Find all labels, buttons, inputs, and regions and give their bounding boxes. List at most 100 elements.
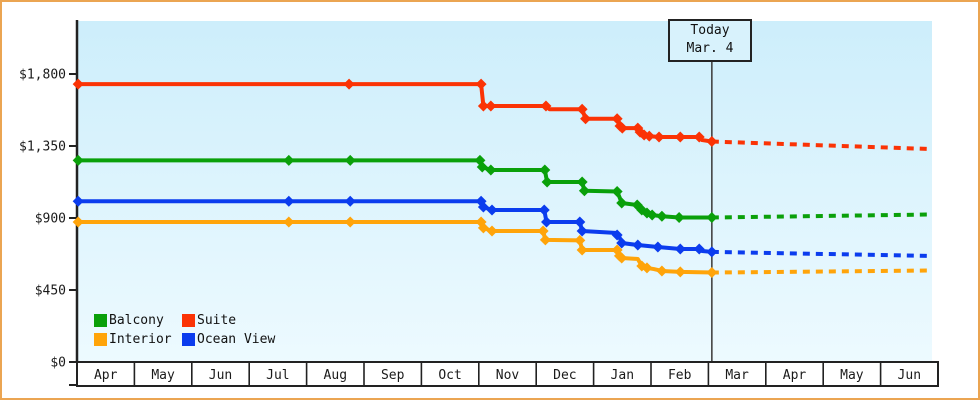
series-marker-balcony [539,164,551,176]
series-marker-balcony [485,164,497,176]
interior-color-swatch [94,333,107,346]
month-label: Nov [496,368,520,383]
series-marker-suite [540,100,552,112]
month-label: Sep [381,368,405,383]
series-marker-suite [72,78,84,90]
series-marker-ocean-view [652,241,664,253]
series-marker-interior [576,244,588,256]
series-marker-ocean-view [693,243,705,255]
series-marker-ocean-view [574,216,586,228]
series-marker-suite [706,136,718,148]
series-marker-suite [643,130,655,142]
series-forecast-ocean-view [711,249,932,258]
series-marker-interior [539,234,551,246]
series-marker-balcony [646,209,658,221]
y-tick-label: $0 [50,356,66,371]
series-forecast-balcony [711,212,932,220]
series-marker-balcony [344,154,356,166]
month-label: Aug [324,368,347,383]
month-label: Oct [438,368,461,383]
month-label: Jul [266,368,289,383]
legend-label: Balcony [109,313,164,328]
y-tick-label: $1,350 [19,140,66,155]
series-marker-ocean-view [477,201,489,213]
y-tick-label: $1,800 [19,68,66,83]
series-marker-interior [537,225,549,237]
series-marker-ocean-view [72,195,84,207]
month-label: Apr [94,368,118,383]
month-label: Jan [611,368,634,383]
series-marker-ocean-view [344,195,356,207]
month-label: Jun [898,368,921,383]
series-marker-interior [486,225,498,237]
month-label: Jun [209,368,232,383]
series-marker-ocean-view [674,243,686,255]
plot-area [78,21,932,362]
y-tick-label: $900 [35,212,66,227]
series-marker-suite [653,131,665,143]
series-marker-interior [656,265,668,277]
chart-legend: Balcony Suite Interior Ocean View [94,313,275,347]
series-marker-balcony [673,212,685,224]
series-marker-ocean-view [541,216,553,228]
series-marker-ocean-view [486,204,498,216]
series-marker-interior [674,266,686,278]
series-marker-suite [485,100,497,112]
today-marker-box: Today Mar. 4 [668,19,752,62]
series-marker-interior [616,252,628,264]
series-marker-interior [574,234,586,246]
ocean-view-color-swatch [182,333,195,346]
series-marker-suite [343,78,355,90]
series-marker-ocean-view [611,229,623,241]
series-marker-interior [706,267,718,279]
series-marker-balcony [576,176,588,188]
legend-item-suite: Suite [182,313,275,328]
series-marker-balcony [611,185,623,197]
series-marker-ocean-view [706,246,718,258]
series-marker-interior [477,222,489,234]
balcony-color-swatch [94,314,107,327]
today-label: Today [690,23,730,38]
series-marker-balcony [616,197,628,209]
legend-label: Interior [109,332,172,347]
series-marker-interior [283,216,295,228]
series-marker-interior [72,216,84,228]
series-marker-balcony [706,212,718,224]
series-marker-interior [344,216,356,228]
series-marker-balcony [283,154,295,166]
month-label: May [840,368,864,383]
legend-label: Ocean View [197,332,276,347]
month-label: Apr [783,368,807,383]
series-marker-interior [641,262,653,274]
series-marker-balcony [541,176,553,188]
legend-item-balcony: Balcony [94,313,182,328]
y-tick-label: $450 [35,284,66,299]
series-marker-balcony [476,161,488,173]
series-marker-suite [475,78,487,90]
series-marker-suite [616,122,628,134]
series-marker-ocean-view [632,239,644,251]
month-label: Feb [668,368,692,383]
series-forecast-interior [711,268,932,275]
month-strip [76,361,939,387]
series-marker-ocean-view [616,237,628,249]
series-forecast-suite [711,139,932,152]
legend-item-ocean-view: Ocean View [182,332,275,347]
series-marker-ocean-view [576,225,588,237]
today-date: Mar. 4 [686,41,734,56]
series-marker-ocean-view [283,195,295,207]
series-marker-ocean-view [538,204,550,216]
month-label: Dec [553,368,576,383]
legend-label: Suite [197,313,237,328]
series-marker-balcony [72,154,84,166]
series-marker-balcony [578,185,590,197]
series-marker-suite [674,131,686,143]
series-marker-suite [477,100,489,112]
series-marker-suite [580,113,592,125]
series-marker-suite [576,103,588,115]
series-marker-suite [693,131,705,143]
month-label: Mar [725,368,749,383]
month-label: May [151,368,175,383]
